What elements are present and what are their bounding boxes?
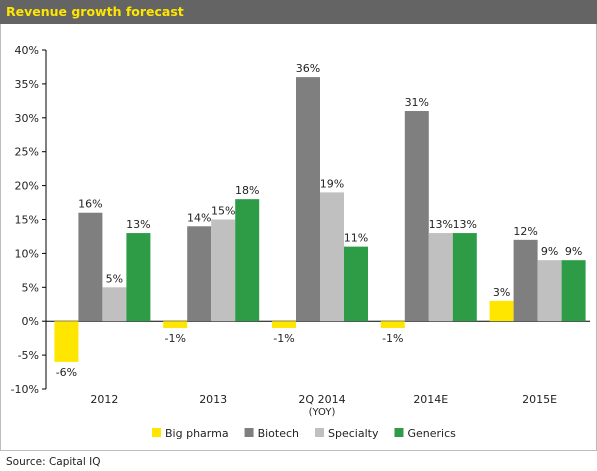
y-tick-label: -5% [18,349,39,362]
bar [78,212,103,322]
data-label: 9% [565,245,582,258]
x-tick-label: 2015E [522,393,557,406]
y-tick-label: 20% [15,180,39,193]
x-tick-label: 2Q 2014 [298,393,345,406]
legend-label: Specialty [328,427,379,440]
legend-swatch [152,428,161,437]
data-label: -1% [164,332,185,345]
y-tick-label: 5% [22,281,39,294]
data-label: 36% [296,62,320,75]
data-label: 31% [405,96,429,109]
legend-label: Biotech [258,427,299,440]
y-tick-label: 40% [15,44,39,57]
x-tick-label: (YOY) [309,407,336,418]
data-label: 12% [513,225,537,238]
bar [126,233,151,322]
bar [320,192,344,322]
bar [272,321,296,328]
bar [537,260,562,322]
title-bar: Revenue growth forecast [0,0,597,24]
bar [513,239,538,322]
data-label: 11% [344,232,368,245]
data-label: 13% [429,218,453,231]
bar [344,246,368,322]
legend-label: Generics [407,427,456,440]
x-tick-label: 2012 [90,393,118,406]
data-label: -1% [382,332,403,345]
data-label: 19% [320,177,344,190]
chart-title: Revenue growth forecast [6,4,184,19]
data-label: 13% [453,218,477,231]
data-label: -6% [56,366,77,379]
y-tick-label: 25% [15,146,39,159]
y-tick-label: 35% [15,78,39,91]
y-tick-label: 10% [15,247,39,260]
x-tick-label: 2014E [413,393,448,406]
y-tick-label: -10% [11,383,39,396]
data-label: 14% [187,211,211,224]
y-tick-label: 0% [22,315,39,328]
legend-swatch [315,428,324,437]
x-tick-label: 2013 [199,393,227,406]
y-tick-label: 15% [15,214,39,227]
bar [187,226,212,322]
bar [561,260,586,322]
bar [163,321,188,328]
legend-swatch [244,428,254,437]
bar [428,233,453,322]
data-label: 13% [126,218,150,231]
bar [296,77,320,322]
data-label: 18% [235,184,259,197]
legend-label: Big pharma [165,427,229,440]
legend-swatch [394,428,404,437]
bar [380,321,405,328]
data-label: -1% [273,332,294,345]
source-note: Source: Capital IQ [6,456,101,468]
data-label: 16% [78,198,102,211]
data-label: 9% [541,245,558,258]
bar [235,199,260,322]
bar [489,300,514,322]
data-label: 5% [106,272,123,285]
bar [452,233,477,322]
bar [211,219,236,322]
bar [54,321,79,362]
data-label: 3% [493,286,510,299]
data-label: 15% [211,205,235,218]
bar [404,111,429,322]
bar [102,287,127,322]
y-tick-label: 30% [15,112,39,125]
